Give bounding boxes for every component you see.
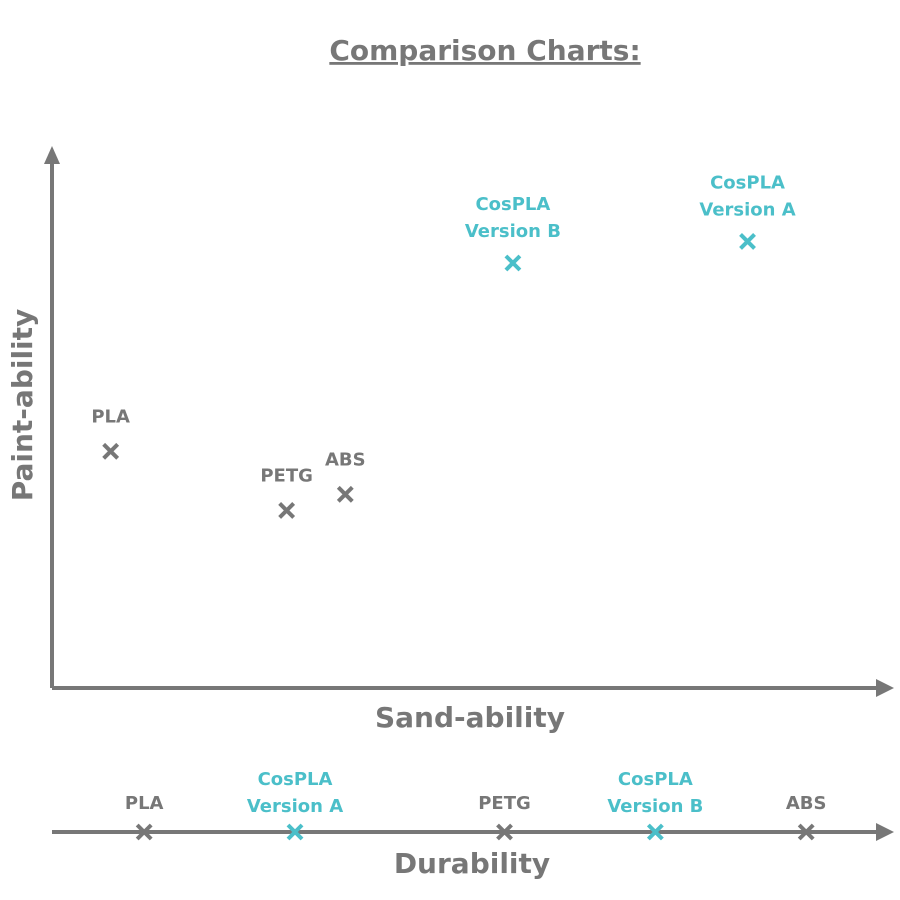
point-marker <box>336 485 354 503</box>
point-label-line: PETG <box>260 465 313 486</box>
point-label: ABS <box>325 449 366 470</box>
point-label: CosPLA Version A <box>247 769 343 817</box>
point-marker <box>739 233 756 250</box>
point-label-line: Version B <box>465 221 561 242</box>
point-label: PETG <box>478 793 531 814</box>
point-marker <box>797 823 815 841</box>
point-marker <box>278 502 296 519</box>
axis-arrow <box>44 146 60 164</box>
point-label: CosPLA Version B <box>607 769 703 817</box>
x-axis-label: Durability <box>394 847 550 880</box>
point-label: PETG <box>260 465 313 486</box>
point-label-line: Version B <box>607 796 703 817</box>
point-label: CosPLA Version A <box>699 172 795 220</box>
point-label-line: CosPLA <box>258 769 333 790</box>
point-label-line: PLA <box>91 406 130 427</box>
chart-title: Comparison Charts: <box>329 34 640 67</box>
point-marker <box>504 254 522 272</box>
point-label-line: ABS <box>786 793 827 814</box>
point-marker <box>646 823 664 841</box>
point-label-line: ABS <box>325 449 366 470</box>
point-label: ABS <box>786 793 827 814</box>
point-label: CosPLA Version B <box>465 194 561 242</box>
point-marker <box>496 823 513 841</box>
point-label-line: PLA <box>125 793 164 814</box>
point-label-line: PETG <box>478 793 531 814</box>
point-label-line: CosPLA <box>710 172 785 193</box>
point-label: PLA <box>125 793 164 814</box>
y-axis-label: Paint-ability <box>6 309 39 502</box>
point-marker <box>286 823 304 841</box>
axis-arrow <box>876 823 894 841</box>
point-label-line: Version A <box>699 199 795 220</box>
point-marker <box>102 442 120 460</box>
point-label-line: Version A <box>247 796 343 817</box>
x-axis-label: Sand-ability <box>375 701 565 734</box>
point-label: PLA <box>91 406 130 427</box>
point-label-line: CosPLA <box>475 194 550 215</box>
point-label-line: CosPLA <box>618 769 693 790</box>
axis-arrow <box>876 679 894 697</box>
point-marker <box>135 823 153 841</box>
